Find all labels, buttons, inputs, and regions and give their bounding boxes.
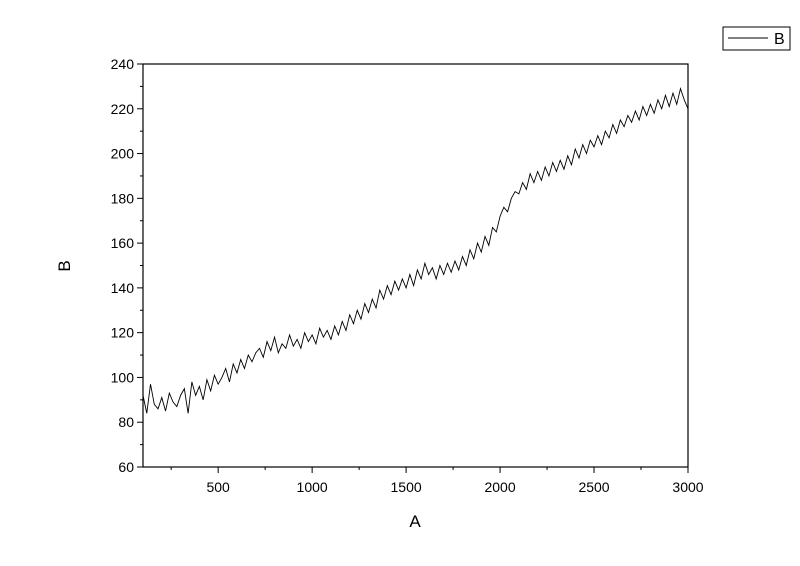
y-tick-label: 140 bbox=[111, 280, 135, 296]
data-line bbox=[142, 87, 689, 414]
x-tick-label: 2500 bbox=[578, 479, 609, 495]
legend-label: B bbox=[774, 31, 785, 48]
y-tick-label: 60 bbox=[118, 459, 134, 475]
x-tick-label: 500 bbox=[206, 479, 230, 495]
x-tick-label: 3000 bbox=[672, 479, 703, 495]
y-tick-label: 200 bbox=[111, 146, 135, 162]
y-tick-label: 100 bbox=[111, 369, 135, 385]
x-axis-label: A bbox=[409, 512, 421, 531]
x-tick-label: 2000 bbox=[484, 479, 515, 495]
y-tick-label: 220 bbox=[111, 101, 135, 117]
y-tick-label: 240 bbox=[111, 56, 135, 72]
plot-frame bbox=[142, 63, 689, 468]
y-tick-label: 120 bbox=[111, 325, 135, 341]
y-axis-label: B bbox=[55, 260, 74, 271]
x-tick-label: 1000 bbox=[297, 479, 328, 495]
x-tick-label: 1500 bbox=[391, 479, 422, 495]
y-tick-label: 180 bbox=[111, 190, 135, 206]
y-tick-label: 80 bbox=[118, 414, 134, 430]
y-tick-label: 160 bbox=[111, 235, 135, 251]
